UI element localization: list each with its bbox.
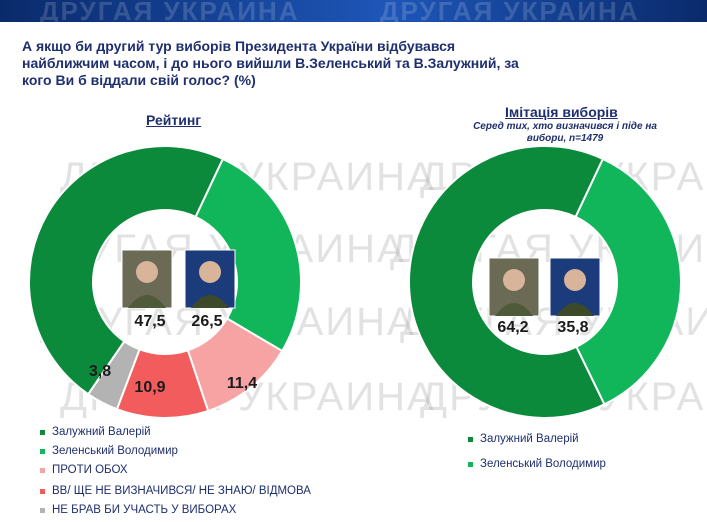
legend-item: Зеленський Володимир [40,445,178,457]
watermark-text: ДРУГАЯ УКРАИНА [380,0,640,26]
donut-slice [194,157,302,353]
legend-swatch [40,467,45,473]
donut-slice [28,145,225,396]
legend-item: ВВ/ ЩЕ НЕ ВИЗНАЧИВСЯ/ НЕ ЗНАЮ/ ВІДМОВА [40,485,311,497]
legend-swatch [40,448,45,454]
chart-layer [28,145,682,419]
legend-item: Зеленський Володимир [468,458,606,470]
survey-question: А якщо би другий тур виборів Президента … [22,38,519,88]
chart-title-simulation: Імітація виборів [505,104,618,120]
legend-swatch [40,507,45,513]
data-label: 26,5 [191,313,222,330]
label-layer: 47,5 26,5 11,4 10,9 3,8 64,2 35,8 [89,313,589,396]
legend-swatch [40,488,45,494]
legend-swatch [468,436,473,442]
watermark-text: ДРУГАЯ УКРАИНА [40,0,300,26]
data-label: 11,4 [227,375,257,392]
chart-title-rating: Рейтинг [146,112,202,128]
portrait-zelensky-icon [549,257,601,317]
portrait-zaluzhnyi-icon [121,249,173,309]
header-bar: ДРУГАЯ УКРАИНА ДРУГАЯ УКРАИНА [0,0,707,26]
donut-slice [574,157,682,406]
donut-slice [86,340,141,411]
data-label: 47,5 [134,313,165,330]
portrait-zaluzhnyi-icon [488,257,540,317]
legend-item: ПРОТИ ОБОХ [40,464,128,476]
portrait-zelensky-icon [184,249,236,309]
data-label: 64,2 [497,319,528,336]
legend-item: НЕ БРАВ БИ УЧАСТЬ У ВИБОРАХ [40,504,236,516]
legend-swatch [468,461,473,467]
donut-slice [408,145,606,419]
data-label: 3,8 [89,363,111,380]
data-label: 35,8 [557,319,588,336]
chart-subtitle-simulation: Серед тих, хто визначився і піде на вибо… [473,121,657,144]
legend-item: Залужний Валерій [468,433,579,445]
photo-layer [121,249,601,317]
legend-swatch [40,429,45,435]
legend-item: Залужний Валерій [40,426,151,438]
data-label: 10,9 [134,379,165,396]
